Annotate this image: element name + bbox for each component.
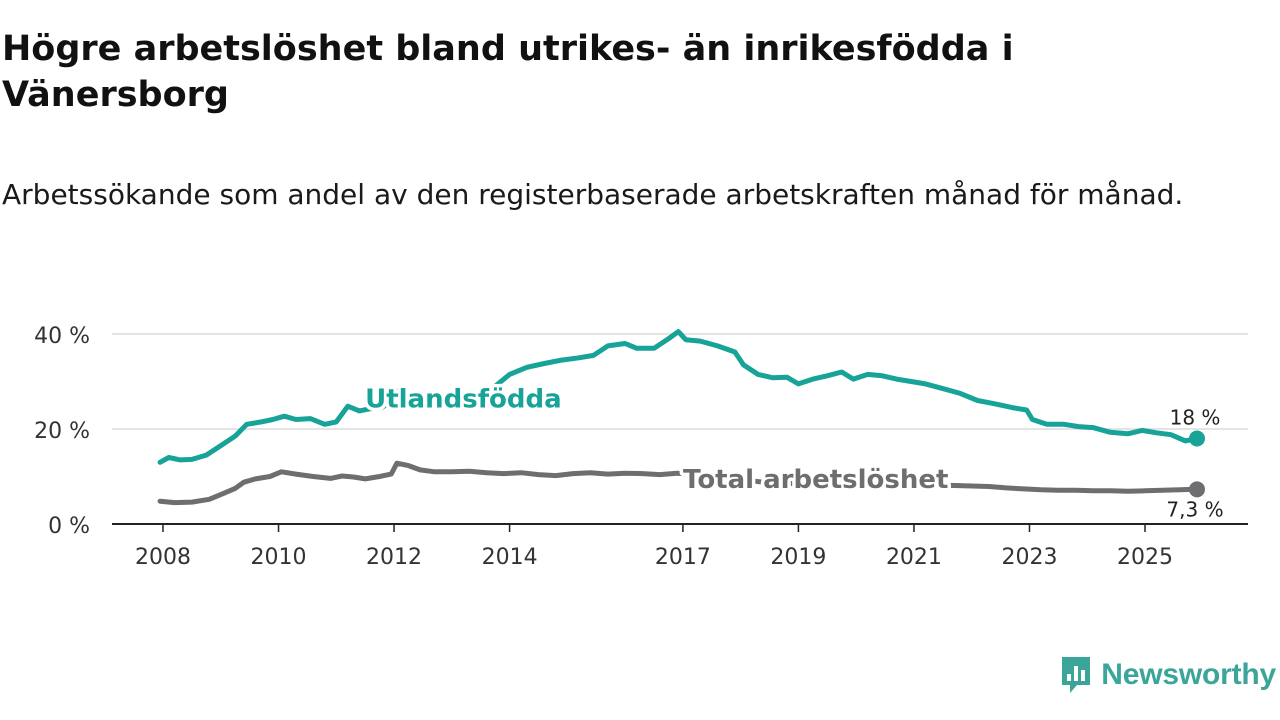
series-inline-label-halo: Total arbetslöshet	[683, 465, 948, 495]
x-tick-label: 2023	[1001, 545, 1057, 570]
series-inline-label-halo: Utlandsfödda	[365, 385, 562, 415]
y-tick-label: 40 %	[34, 324, 90, 349]
series-line-utlandsfodda	[157, 329, 1200, 465]
x-tick-label: 2019	[770, 545, 826, 570]
chart-subtitle: Arbetssökande som andel av den registerb…	[2, 178, 1184, 211]
brand-name: Newsworthy	[1101, 658, 1276, 691]
series-end-label: 18 %	[1170, 406, 1221, 430]
series-inline-label: Total arbetslöshet	[683, 465, 948, 495]
series-lines	[157, 329, 1205, 506]
y-tick-label: 20 %	[34, 419, 90, 444]
x-axis: 2008 2010 2012 2014 2017 2019 2021 2023 2025	[112, 523, 1248, 570]
x-tick-label: 2025	[1117, 545, 1173, 570]
x-tick-label: 2012	[366, 545, 422, 570]
x-tick-label: 2014	[482, 545, 538, 570]
newsworthy-brand[interactable]: Newsworthy	[1059, 654, 1276, 696]
series-end-label: 7,3 %	[1166, 497, 1223, 521]
y-tick-label: 0 %	[48, 514, 90, 539]
chart-title: Högre arbetslöshet bland utrikes- än inr…	[2, 29, 1014, 115]
series-inline-label: Utlandsfödda	[365, 385, 562, 415]
x-tick-label: 2017	[655, 545, 711, 570]
x-tick-label: 2010	[251, 545, 307, 570]
series-end-point	[1189, 430, 1205, 447]
series-line-total	[157, 460, 1200, 506]
x-tick-label: 2008	[135, 545, 191, 570]
series-end-point	[1189, 481, 1205, 498]
y-axis-labels: 0 % 20 % 40 %	[34, 324, 90, 539]
newsworthy-logo-icon	[1062, 657, 1091, 693]
x-tick-label: 2021	[886, 545, 942, 570]
